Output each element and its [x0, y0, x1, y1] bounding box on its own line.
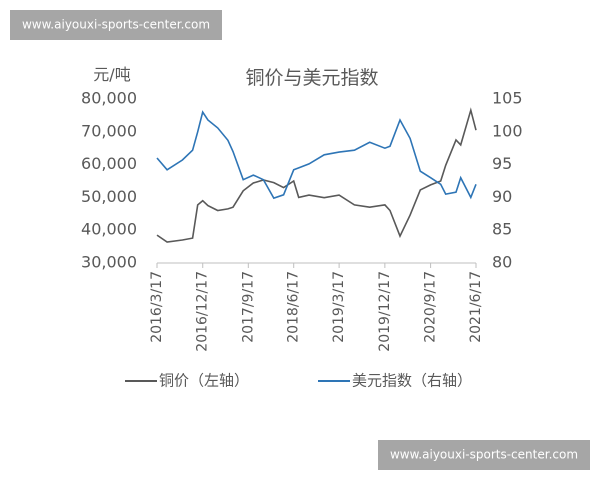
watermark-box [378, 440, 590, 470]
legend-label: 美元指数（右轴） [352, 372, 472, 390]
watermark: www.aiyouxi-sports-center.com [22, 18, 210, 32]
watermark-box [10, 10, 222, 40]
x-tick-label: 2017/9/17 [240, 271, 256, 343]
y2-tick-label: 80 [492, 253, 512, 272]
x-tick-label: 2016/12/17 [195, 271, 211, 352]
x-tick-label: 2018/6/17 [286, 271, 302, 343]
y2-tick-label: 100 [492, 121, 523, 140]
y2-tick-label: 90 [492, 187, 512, 206]
series-line [156, 110, 477, 200]
legend-label: 铜价（左轴） [159, 372, 249, 390]
y2-tick-label: 105 [492, 89, 523, 108]
y2-tick-label: 85 [492, 220, 512, 239]
y-tick-label: 50,000 [81, 187, 137, 206]
x-tick-label: 2016/3/17 [149, 271, 165, 343]
y2-tick-label: 95 [492, 154, 512, 173]
x-tick-label: 2020/9/17 [423, 271, 439, 343]
series-line [156, 107, 477, 243]
y-unit-label: 元/吨 [93, 65, 130, 84]
y-tick-label: 80,000 [81, 89, 137, 108]
y-tick-label: 40,000 [81, 220, 137, 239]
x-tick-label: 2021/6/17 [468, 271, 484, 343]
x-tick-label: 2019/3/17 [331, 271, 347, 343]
watermark: www.aiyouxi-sports-center.com [390, 448, 578, 462]
x-tick-label: 2019/12/17 [377, 271, 393, 352]
y-tick-label: 30,000 [81, 253, 137, 272]
y-tick-label: 70,000 [81, 121, 137, 140]
y-tick-label: 60,000 [81, 154, 137, 173]
chart-title: 铜价与美元指数 [245, 67, 378, 89]
